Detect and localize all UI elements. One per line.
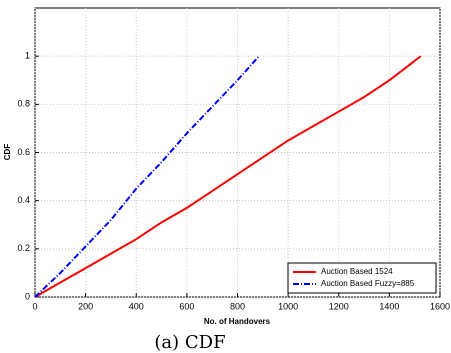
x-tick-label: 1000 <box>278 301 298 311</box>
y-axis-label: CDF <box>3 144 12 161</box>
x-tick-label: 0 <box>32 301 37 311</box>
y-tick-label: 0.8 <box>17 99 30 109</box>
legend-label: Auction Based 1524 <box>321 267 393 276</box>
y-tick-label: 0.4 <box>17 195 30 205</box>
y-tick-label: 0.6 <box>17 147 30 157</box>
x-tick-label: 800 <box>230 301 245 311</box>
x-tick-label: 1200 <box>329 301 349 311</box>
x-tick-label: 1600 <box>430 301 450 311</box>
legend-label: Auction Based Fuzzy=885 <box>321 279 415 288</box>
x-tick-label: 600 <box>179 301 194 311</box>
legend-box <box>287 262 437 294</box>
series-line <box>34 55 422 298</box>
x-tick-label: 400 <box>129 301 144 311</box>
y-tick-label: 1 <box>25 51 30 61</box>
x-tick-label: 200 <box>78 301 93 311</box>
x-axis-label: No. of Handovers <box>204 317 271 326</box>
y-tick-label: 0.2 <box>17 243 30 253</box>
series-line <box>34 55 260 298</box>
x-tick-label: 1400 <box>379 301 399 311</box>
caption: (a) CDF <box>154 332 225 353</box>
y-tick-label: 0 <box>25 291 30 301</box>
